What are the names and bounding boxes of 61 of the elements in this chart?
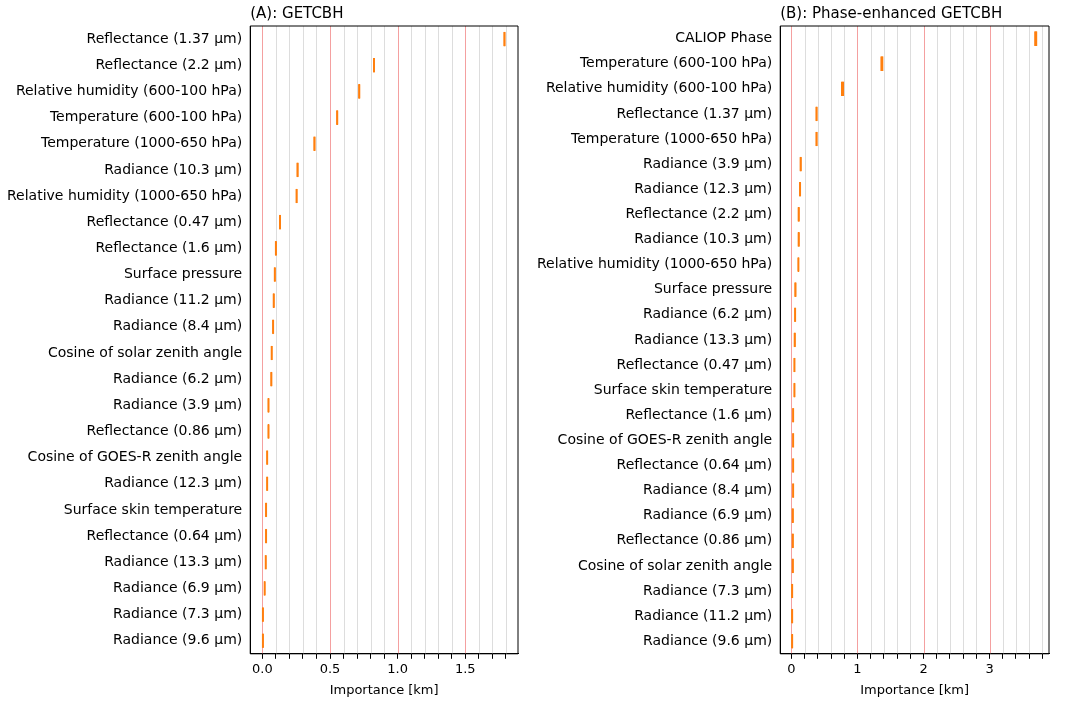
y-tick-label: Radiance (3.9 µm) [113,395,243,412]
y-tick-label: Relative humidity (600-100 hPa) [15,82,243,99]
y-tick-label: Radiance (13.3 µm) [104,552,243,569]
y-tick-label: Radiance (10.3 µm) [634,230,773,247]
y-tick-label: Reflectance (2.2 µm) [625,204,773,221]
y-tick-label: Reflectance (0.86 µm) [616,531,773,548]
y-tick-label: Reflectance (0.64 µm) [616,456,773,473]
y-tick-label: Radiance (7.3 µm) [643,581,773,598]
y-tick-label: Relative humidity (1000-650 hPa) [6,186,243,203]
y-tick-label: Radiance (12.3 µm) [104,474,243,491]
y-tick-label: Radiance (6.2 µm) [643,305,773,322]
chart-title: (B): Phase-enhanced GETCBH [780,4,1003,23]
y-tick-label: Reflectance (0.47 µm) [86,212,243,229]
y-tick-label: Reflectance (1.6 µm) [95,238,243,255]
y-tick-label: CALIOP Phase [675,29,773,46]
y-tick-label: Radiance (9.6 µm) [643,631,773,648]
y-tick-label: Reflectance (1.6 µm) [625,405,773,422]
y-tick-label: Reflectance (1.37 µm) [86,29,243,46]
y-tick-label: Relative humidity (600-100 hPa) [545,79,773,96]
y-tick-label: Temperature (600-100 hPa) [48,108,243,125]
y-tick-label: Radiance (10.3 µm) [104,160,243,177]
y-tick-label: Reflectance (0.47 µm) [616,355,773,372]
y-tick-label: Reflectance (0.64 µm) [86,526,243,543]
chart-title: (A): GETCBH [250,4,344,23]
y-tick-label: Radiance (11.2 µm) [634,606,773,623]
y-tick-label: Surface pressure [123,265,243,282]
y-tick-label: Radiance (12.3 µm) [634,179,773,196]
x-tick-label: 3 [985,660,994,676]
y-tick-label: Reflectance (1.37 µm) [616,104,773,121]
x-tick-label: 0.0 [252,660,273,676]
y-tick-label: Relative humidity (1000-650 hPa) [536,255,773,272]
y-tick-label: Radiance (9.6 µm) [113,631,243,648]
y-tick-label: Temperature (1000-650 hPa) [40,134,243,151]
y-tick-label: Radiance (13.3 µm) [634,330,773,347]
x-tick-label: 2 [919,660,928,676]
y-tick-label: Radiance (6.9 µm) [113,579,243,596]
x-tick-label: 0 [787,660,796,676]
y-tick-label: Radiance (8.4 µm) [113,317,243,334]
x-tick-label: 1 [853,660,862,676]
x-tick-label: 1.0 [387,660,408,676]
y-tick-label: Radiance (11.2 µm) [104,291,243,308]
y-tick-label: Temperature (600-100 hPa) [578,54,773,71]
x-tick-label: 1.5 [454,660,476,676]
y-tick-label: Cosine of GOES-R zenith angle [557,430,773,447]
y-tick-label: Reflectance (0.86 µm) [86,422,243,439]
y-tick-label: Radiance (6.9 µm) [643,506,773,523]
y-tick-label: Surface skin temperature [593,380,773,397]
y-tick-label: Surface skin temperature [63,500,243,517]
y-tick-label: Radiance (8.4 µm) [643,481,773,498]
y-tick-label: Reflectance (2.2 µm) [95,55,243,72]
x-axis-title: Importance [km] [860,681,970,697]
y-tick-label: Cosine of GOES-R zenith angle [27,448,243,465]
y-tick-label: Cosine of solar zenith angle [47,343,243,360]
y-tick-label: Radiance (6.2 µm) [113,369,243,386]
x-tick-label: 0.5 [319,660,341,676]
y-tick-label: Cosine of solar zenith angle [577,556,773,573]
y-tick-label: Temperature (1000-650 hPa) [570,129,773,146]
y-tick-label: Radiance (3.9 µm) [643,154,773,171]
y-tick-label: Surface pressure [653,280,773,297]
x-axis-title: Importance [km] [329,681,439,697]
y-tick-label: Radiance (7.3 µm) [113,605,243,622]
